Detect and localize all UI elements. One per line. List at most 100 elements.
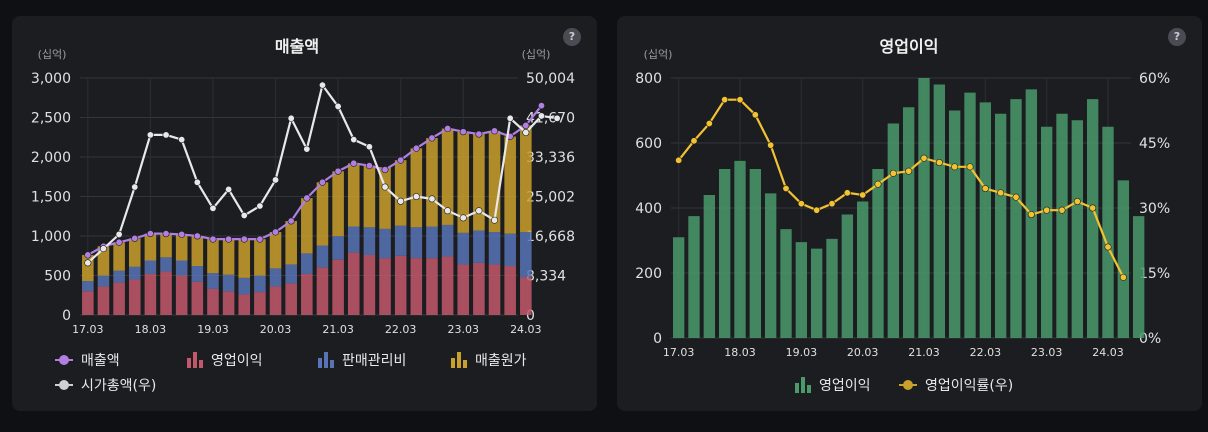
x-tick-label: 17.03	[663, 346, 695, 356]
data-point	[412, 144, 420, 152]
bar	[113, 242, 125, 271]
line-dot-icon	[55, 380, 73, 390]
bar	[457, 131, 470, 233]
bar	[841, 214, 854, 338]
bar	[82, 291, 94, 315]
bar	[82, 281, 94, 292]
bar	[379, 258, 391, 315]
bar	[128, 238, 141, 267]
data-point	[146, 131, 154, 139]
bar	[269, 268, 282, 287]
bar	[1132, 216, 1145, 338]
data-point	[690, 137, 698, 145]
data-point	[782, 185, 790, 193]
y2-tick-label: 0%	[1139, 331, 1161, 347]
legend-item-margin[interactable]: 영업이익률(우)	[899, 375, 1013, 395]
bar	[933, 84, 946, 338]
bar	[520, 125, 532, 233]
legend-label: 매출원가	[475, 353, 527, 369]
data-point	[240, 235, 248, 243]
bar	[222, 274, 235, 292]
bar	[457, 264, 470, 315]
data-point	[178, 136, 186, 144]
data-point	[365, 143, 373, 151]
help-icon[interactable]: ?	[563, 28, 581, 46]
data-point	[966, 163, 974, 171]
bar	[826, 238, 838, 338]
legend-item-cogs[interactable]: 매출원가	[451, 350, 527, 370]
data-point	[1058, 206, 1066, 214]
bar	[441, 128, 454, 225]
bar-chart-icon	[187, 352, 203, 368]
data-point	[997, 189, 1005, 197]
data-point	[303, 194, 311, 202]
data-point	[459, 214, 467, 222]
data-point	[797, 200, 805, 208]
x-tick-label: 20.03	[260, 323, 292, 336]
legend-item-sales[interactable]: 매출액	[55, 350, 120, 370]
data-point	[874, 180, 882, 188]
bar	[488, 264, 501, 315]
bar	[269, 286, 282, 315]
legend-item-op[interactable]: 영업이익	[795, 375, 871, 395]
legend-item-sga[interactable]: 판매관리비	[318, 350, 406, 370]
data-point	[162, 131, 170, 139]
x-tick-label: 24.03	[1092, 346, 1124, 356]
x-tick-label: 19.03	[197, 323, 229, 336]
bar	[316, 245, 329, 268]
bar	[160, 271, 172, 315]
bar	[410, 227, 423, 259]
line-dot-icon	[899, 380, 917, 390]
bar	[379, 167, 391, 229]
y-tick-label: 0	[62, 308, 71, 324]
y2-tick-label: 33,336	[526, 150, 575, 166]
bar	[316, 182, 329, 246]
y-tick-label: 800	[635, 71, 662, 87]
data-point	[459, 128, 467, 136]
bar	[872, 169, 884, 338]
data-point	[951, 163, 959, 171]
y2-tick-label: 41,670	[526, 111, 575, 127]
x-tick-label: 20.03	[847, 346, 879, 356]
bar	[749, 169, 762, 338]
data-point	[256, 235, 264, 243]
bar	[160, 233, 172, 258]
data-point	[146, 230, 154, 238]
legend-item-mcap[interactable]: 시가총액(우)	[55, 375, 156, 395]
data-point	[84, 259, 92, 267]
data-point	[193, 178, 201, 186]
data-point	[1119, 273, 1127, 281]
data-point	[705, 120, 713, 128]
bar	[97, 275, 110, 287]
y-tick-label: 500	[44, 269, 71, 285]
bar	[191, 266, 204, 282]
data-point	[1089, 204, 1097, 212]
y2-tick-label: 16,668	[526, 229, 575, 245]
bar	[254, 275, 266, 293]
right-axis-unit: (십억)	[522, 48, 551, 61]
bar	[473, 230, 485, 263]
bar	[504, 266, 516, 315]
bar	[488, 130, 501, 233]
help-icon[interactable]: ?	[1168, 28, 1186, 46]
bar	[332, 259, 344, 315]
bar	[113, 282, 125, 315]
bar	[394, 225, 407, 256]
legend-label: 영업이익	[211, 353, 263, 369]
bar	[1040, 126, 1053, 338]
bar	[285, 220, 297, 265]
data-point	[767, 141, 775, 149]
data-point	[209, 235, 217, 243]
bar	[672, 237, 685, 338]
data-point	[813, 206, 821, 214]
bar	[301, 253, 313, 274]
data-point	[1027, 211, 1035, 219]
bar	[269, 232, 282, 269]
y2-tick-label: 0	[526, 308, 535, 324]
data-point	[537, 102, 545, 110]
data-point	[1073, 198, 1081, 206]
legend-label: 판매관리비	[342, 353, 407, 369]
y2-tick-label: 15%	[1139, 266, 1170, 282]
legend-item-op[interactable]: 영업이익	[187, 350, 263, 370]
data-point	[553, 114, 561, 122]
